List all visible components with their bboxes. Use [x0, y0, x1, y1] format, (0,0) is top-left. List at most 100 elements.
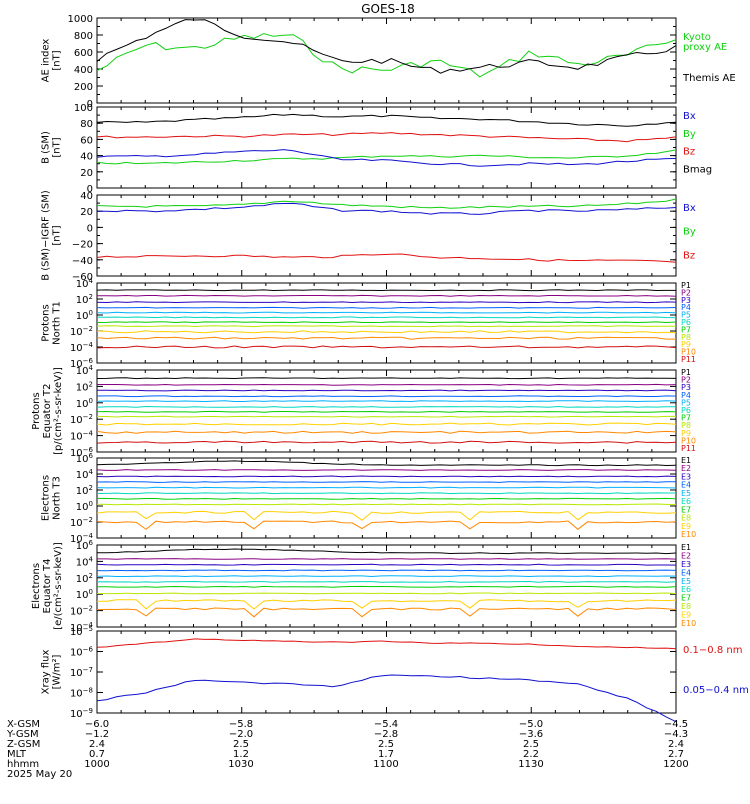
footer-value: −2.0 — [229, 729, 253, 740]
series-bigrf-by — [96, 198, 677, 209]
panel-et4: 10−4 10−2 100 102 104 106 Electrons Equator T4[… — [31, 539, 696, 634]
y-axis-label: Electrons — [41, 475, 52, 521]
series-channel-8 — [96, 592, 677, 595]
panel-pt1: 10−6 10−4 10−2 100 102 104 Protons North T1 P1P2… — [41, 277, 697, 370]
footer-value: −5.8 — [229, 719, 253, 730]
series-channel-7 — [96, 321, 677, 324]
y-tick-label: 40 — [80, 191, 93, 202]
series-channel-8 — [96, 415, 676, 418]
footer-row-label: hhmm — [7, 759, 39, 770]
legend-entry: E5 — [681, 577, 691, 586]
y-axis-label: [e/(cm²-s-sr-keV)] — [53, 542, 64, 630]
legend-entry: P6 — [681, 406, 691, 415]
y-tick-label: 100 — [76, 588, 93, 601]
footer-date: 2025 May 20 — [7, 769, 72, 780]
legend-entry: Themis AE — [682, 73, 736, 84]
y-tick-label: 100 — [74, 103, 93, 114]
y-tick-label: 106 — [76, 539, 94, 552]
series-channel-6 — [96, 492, 676, 495]
series-channel-10 — [96, 520, 677, 530]
y-axis-label: B (SM)−IGRF (SM) — [41, 190, 52, 281]
series-channel-4 — [96, 306, 677, 309]
legend-entry: P5 — [681, 311, 691, 320]
footer-value: −5.0 — [519, 719, 543, 730]
y-axis-label: Xray flux — [41, 650, 52, 695]
legend-entry: P1 — [681, 368, 691, 377]
footer-value: 2.2 — [523, 749, 539, 760]
y-tick-label: 104 — [76, 364, 94, 377]
legend-entry: E3 — [681, 472, 691, 481]
y-tick-label: 1000 — [68, 14, 93, 25]
y-tick-label: 102 — [76, 380, 93, 393]
series-channel-4 — [96, 569, 677, 572]
series-bsm-by — [96, 149, 677, 165]
panel-pt2: 10−6 10−4 10−2 100 102 104 Protons Equator T2 [p… — [31, 364, 696, 459]
legend-entry: E10 — [681, 619, 696, 628]
series-bsm-bmag — [96, 113, 677, 127]
footer-value: 1200 — [663, 759, 688, 770]
y-tick-label: 20 — [80, 168, 93, 179]
y-tick-label: 10−9 — [70, 707, 93, 720]
legend-entry: E10 — [681, 530, 696, 539]
series-channel-3 — [97, 389, 677, 392]
y-tick-label: 10−7 — [70, 666, 93, 679]
y-tick-label: 10−2 — [70, 413, 93, 426]
legend-entry: P7 — [681, 325, 691, 334]
footer-value: −6.0 — [85, 719, 109, 730]
series-channel-5 — [96, 575, 677, 578]
y-tick-label: 10−4 — [70, 621, 94, 634]
panel-xray: 10−9 10−8 10−7 10−6 10−5 Xray flux [W/m²] 0.1−0… — [41, 625, 749, 723]
y-tick-label: 100 — [76, 500, 93, 513]
series-channel-2 — [97, 294, 677, 297]
footer-row-label: X-GSM — [7, 719, 40, 730]
legend-entry: P9 — [681, 340, 691, 349]
y-axis-label: Electrons — [31, 563, 42, 609]
legend-entry: P11 — [681, 355, 696, 364]
panel-frame — [96, 194, 677, 277]
series-channel-2 — [96, 469, 677, 471]
y-tick-label: 104 — [76, 277, 94, 290]
series-channel-7 — [96, 497, 677, 500]
legend-entry: E2 — [681, 551, 691, 560]
y-tick-label: 10−4 — [70, 430, 94, 443]
legend-entry: P3 — [681, 383, 691, 392]
y-tick-label: −40 — [72, 256, 93, 267]
series-channel-5 — [96, 486, 677, 489]
series-channel-5 — [96, 400, 677, 403]
footer-value: 1130 — [518, 759, 543, 770]
footer-value: 1.7 — [378, 749, 394, 760]
legend-entry: E1 — [681, 543, 691, 552]
legend-entry: P8 — [681, 421, 691, 430]
series-channel-1 — [96, 377, 677, 380]
y-tick-label: 10−8 — [70, 687, 93, 700]
series-bsm-bz — [96, 132, 677, 143]
y-tick-label: −20 — [72, 240, 93, 251]
series-channel-6 — [96, 580, 677, 583]
y-tick-label: 0 — [87, 223, 93, 234]
legend-entry: E5 — [681, 489, 691, 498]
panel-frame — [96, 106, 677, 189]
footer-value: 1100 — [373, 759, 398, 770]
legend-entry: E4 — [681, 481, 691, 490]
legend-entry: E1 — [681, 456, 691, 465]
y-tick-label: 40 — [80, 152, 93, 163]
y-tick-label: 10−4 — [70, 532, 94, 545]
series-kyoto-proxy-ae — [96, 33, 677, 78]
footer-value: −2.8 — [374, 729, 398, 740]
legend-entry: 0.05−0.4 nm — [683, 685, 749, 696]
legend-entry: P11 — [681, 444, 696, 453]
y-tick-label: 10−6 — [70, 646, 94, 659]
legend-entry: E6 — [681, 585, 691, 594]
y-axis-label: Protons — [31, 392, 42, 429]
series-channel-1 — [96, 289, 676, 292]
series-channel-6 — [96, 316, 677, 319]
footer-value: −4.5 — [664, 719, 688, 730]
legend-entry: P7 — [681, 414, 691, 423]
legend-entry: Bz — [683, 250, 695, 261]
y-tick-label: 60 — [80, 135, 93, 146]
series-channel-8 — [96, 325, 676, 328]
legend-entry: Kyoto — [683, 32, 711, 43]
series-channel-3 — [96, 475, 677, 478]
